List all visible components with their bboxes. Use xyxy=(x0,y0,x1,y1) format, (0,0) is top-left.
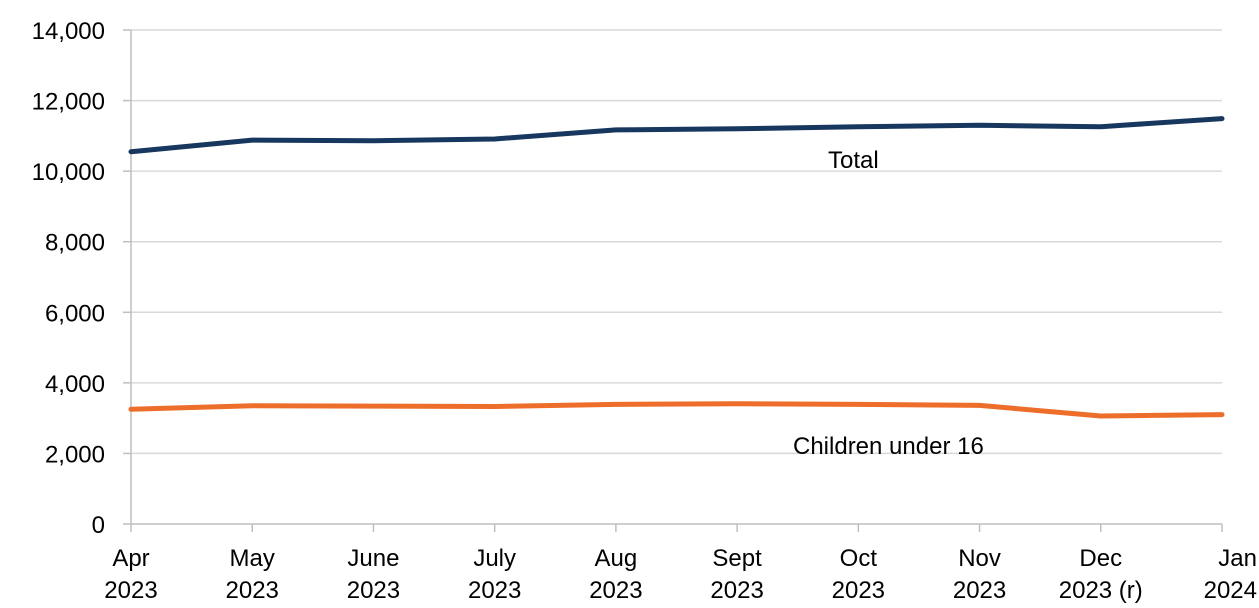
x-tick-label-1-line2: 2023 xyxy=(226,577,279,604)
x-tick-label-2-line1: June xyxy=(347,545,399,572)
x-tick-label-4-line1: Aug xyxy=(595,545,638,572)
x-axis-ticks: Apr 2023 May 2023 June 2023 July 2023 Aug 2023 Sep… xyxy=(104,545,1257,604)
y-tick-label-6: 12,000 xyxy=(32,89,105,116)
series-label-total: Total xyxy=(828,147,879,174)
x-tick-label-9-line2: 2024 xyxy=(1204,577,1257,604)
gridlines xyxy=(131,29,1222,455)
x-tick-label-3-line2: 2023 xyxy=(468,577,521,604)
x-tick-label-7-line1: Nov xyxy=(958,545,1001,572)
x-tick-label-9-line1: Jan xyxy=(1218,545,1257,572)
y-axis-ticks: 0 2,000 4,000 6,000 8,000 10,000 12,000 14,000 xyxy=(32,18,105,539)
y-tick-label-7: 14,000 xyxy=(32,18,105,45)
y-tick-label-3: 6,000 xyxy=(45,300,105,327)
x-tick-label-0-line1: Apr xyxy=(112,545,149,572)
x-tick-label-4-line2: 2023 xyxy=(589,577,642,604)
x-tick-label-1-line1: May xyxy=(230,545,275,572)
x-tick-label-8-line1: Dec xyxy=(1079,545,1122,572)
series-label-children: Children under 16 xyxy=(793,433,984,460)
y-tick-label-0: 0 xyxy=(92,512,105,539)
y-tick-label-1: 2,000 xyxy=(45,441,105,468)
x-tick-label-5-line2: 2023 xyxy=(710,577,763,604)
x-tick-label-6-line1: Oct xyxy=(840,545,878,572)
series-line-1 xyxy=(128,401,1225,419)
x-tick-label-6-line2: 2023 xyxy=(832,577,885,604)
y-tick-label-5: 10,000 xyxy=(32,159,105,186)
x-tick-label-2-line2: 2023 xyxy=(347,577,400,604)
y-tick-label-2: 4,000 xyxy=(45,371,105,398)
y-tick-label-4: 8,000 xyxy=(45,230,105,257)
x-tick-label-7-line2: 2023 xyxy=(953,577,1006,604)
x-tick-label-3-line1: July xyxy=(473,545,516,572)
series-labels: Total Children under 16 xyxy=(793,147,984,460)
x-tick-label-0-line2: 2023 xyxy=(104,577,157,604)
series-lines xyxy=(128,116,1225,419)
x-tick-label-8-line2: 2023 (r) xyxy=(1059,577,1143,604)
x-tick-label-5-line1: Sept xyxy=(712,545,762,572)
series-line-0 xyxy=(128,116,1225,155)
axes xyxy=(123,29,1223,532)
